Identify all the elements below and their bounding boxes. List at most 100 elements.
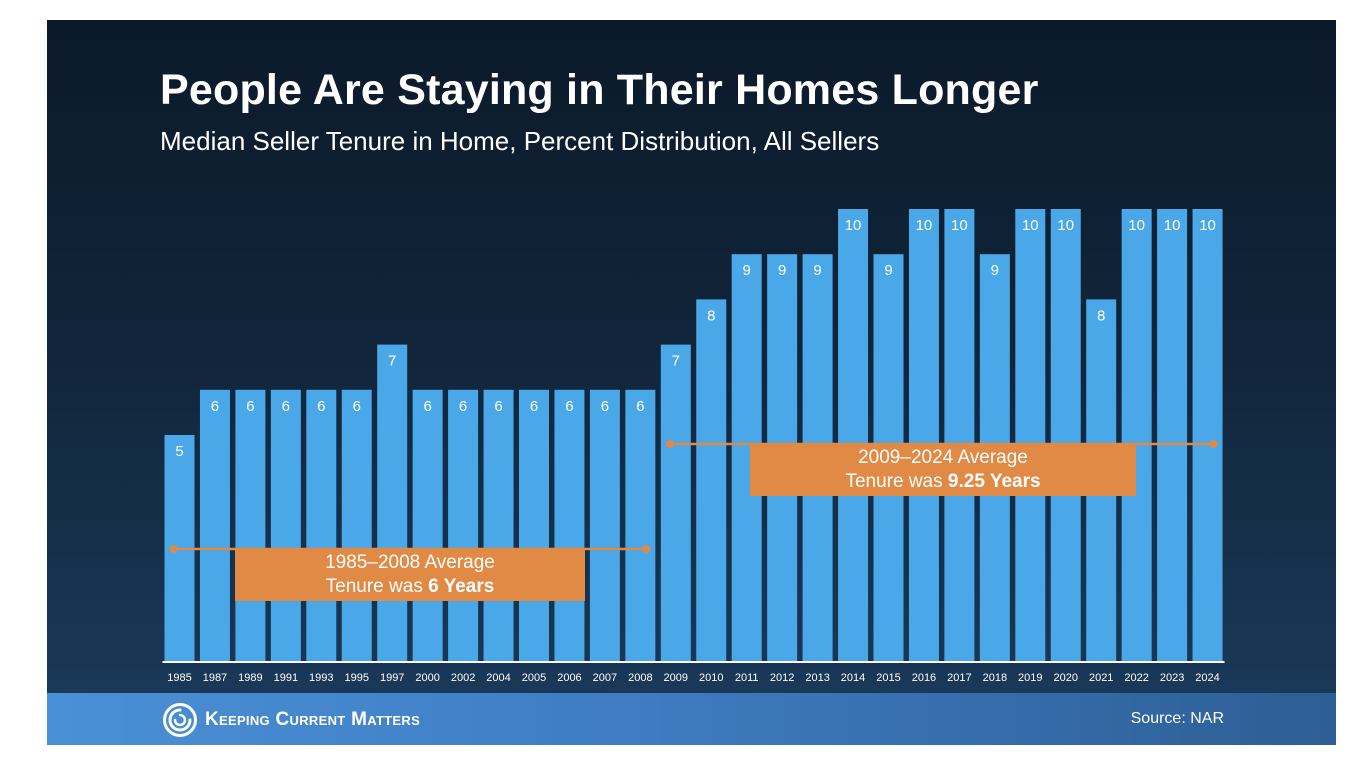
average-2009-2024-prefix: Tenure was [845,471,948,492]
brand-logo[interactable]: Keeping Current Matters [163,703,420,737]
bar-1997 [377,344,408,661]
average-1985-2008-title: 1985–2008 Average [325,552,495,573]
average-2009-2024-text: Tenure was 9.25 Years [750,470,1136,494]
bar-value-label-2023: 10 [1164,217,1181,234]
x-tick-label-2009: 2009 [664,672,688,684]
bar-2019 [1015,209,1046,661]
x-tick-label-2024: 2024 [1195,672,1219,684]
x-tick-label-2011: 2011 [735,672,759,684]
bar-value-label-2010: 8 [707,307,715,324]
average-1985-2008-prefix: Tenure was [325,576,429,597]
average-line-end-dot-2008 [642,545,651,553]
bar-2000 [412,389,443,661]
x-tick-label-1995: 1995 [345,672,369,684]
average-2009-2024-value: 9.25 Years [947,471,1041,492]
bar-2024 [1192,209,1223,661]
x-tick-label-2000: 2000 [415,672,439,684]
footer-bar: Keeping Current Matters Source: NAR [47,693,1336,745]
bar-value-label-2014: 10 [845,217,862,234]
bar-2004 [483,389,514,661]
bar-2023 [1157,209,1188,661]
bar-value-label-2004: 6 [494,398,502,415]
average-line-start-dot-1985 [169,545,178,553]
bar-2020 [1050,209,1081,661]
brand-name: Keeping Current Matters [205,709,421,730]
bar-2014 [838,209,869,661]
bar-value-label-1995: 6 [353,398,361,415]
bar-value-label-1989: 6 [246,398,254,415]
slide: People Are Staying in Their Homes Longer… [47,20,1336,745]
bar-1991 [270,389,301,661]
bar-value-label-1987: 6 [211,398,219,415]
bar-2016 [908,209,939,661]
bar-1995 [341,389,372,661]
bar-value-label-2000: 6 [423,398,431,415]
x-tick-label-2022: 2022 [1124,672,1148,684]
x-tick-label-1989: 1989 [238,672,262,684]
bar-2009 [660,344,691,661]
bar-value-label-2002: 6 [459,398,467,415]
bar-value-label-2016: 10 [916,217,933,234]
bar-1993 [306,389,337,661]
x-tick-label-1991: 1991 [274,672,298,684]
bar-value-label-2005: 6 [530,398,538,415]
bar-2005 [519,389,549,661]
bar-2008 [625,389,656,661]
x-tick-label-2016: 2016 [912,672,936,684]
bar-1987 [199,389,230,661]
bar-value-label-2021: 8 [1097,307,1105,324]
x-tick-label-2004: 2004 [486,672,510,684]
bar-value-label-2012: 9 [778,262,786,279]
x-tick-label-2005: 2005 [522,672,546,684]
swirl-logo-icon [163,703,197,737]
bar-value-label-1997: 7 [388,353,396,370]
bar-2002 [448,389,479,661]
bar-value-label-1993: 6 [317,398,325,415]
average-line-end-dot-2024 [1209,440,1218,448]
x-tick-label-2023: 2023 [1160,672,1184,684]
x-tick-label-2007: 2007 [593,672,617,684]
x-tick-label-2017: 2017 [947,672,971,684]
bar-value-label-2011: 9 [743,262,751,279]
x-tick-label-1987: 1987 [203,672,227,684]
x-tick-label-2006: 2006 [557,672,581,684]
bar-value-label-2013: 9 [813,262,821,279]
average-1985-2008-text: Tenure was 6 Years [235,575,585,599]
chart-subtitle: Median Seller Tenure in Home, Percent Di… [160,126,880,156]
bar-value-label-1985: 5 [175,443,183,460]
bar-chart: 5 1985 6 1987 6 1989 6 1991 6 1993 6 1995 7 1997 6 2000… [162,209,1225,684]
x-tick-label-2015: 2015 [876,672,900,684]
x-tick-label-2012: 2012 [770,672,794,684]
x-tick-label-2008: 2008 [628,672,652,684]
bar-value-label-2020: 10 [1057,217,1074,234]
bar-1989 [235,389,266,661]
average-2009-2024-title: 2009–2024 Average [858,447,1028,468]
bar-2006 [554,389,585,661]
x-tick-label-2014: 2014 [841,672,865,684]
bar-2010 [696,299,727,661]
x-tick-label-2002: 2002 [451,672,475,684]
x-tick-label-1985: 1985 [167,672,191,684]
x-tick-label-2019: 2019 [1018,672,1042,684]
average-2009-2024-box: 2009–2024 Average Tenure was 9.25 Years [750,443,1136,496]
bar-value-label-2019: 10 [1022,217,1039,234]
x-tick-label-2021: 2021 [1089,672,1113,684]
bar-2022 [1121,209,1152,661]
x-tick-label-1993: 1993 [309,672,333,684]
source-note: Source: NAR [1130,710,1224,727]
x-tick-label-1997: 1997 [380,672,404,684]
bar-2007 [589,389,620,661]
bar-2017 [944,209,975,661]
bar-value-label-2008: 6 [636,398,644,415]
average-line-start-dot-2009 [665,440,674,448]
bar-value-label-2017: 10 [951,217,968,234]
bar-value-label-2018: 9 [991,262,999,279]
bar-value-label-2007: 6 [601,398,609,415]
average-1985-2008-box: 1985–2008 Average Tenure was 6 Years [235,548,585,601]
x-tick-label-2013: 2013 [805,672,829,684]
x-tick-label-2010: 2010 [699,672,723,684]
x-tick-label-2018: 2018 [983,672,1007,684]
chart-title: People Are Staying in Their Homes Longer [160,66,1039,114]
bar-value-label-2015: 9 [884,262,892,279]
bar-value-label-2022: 10 [1128,217,1145,234]
